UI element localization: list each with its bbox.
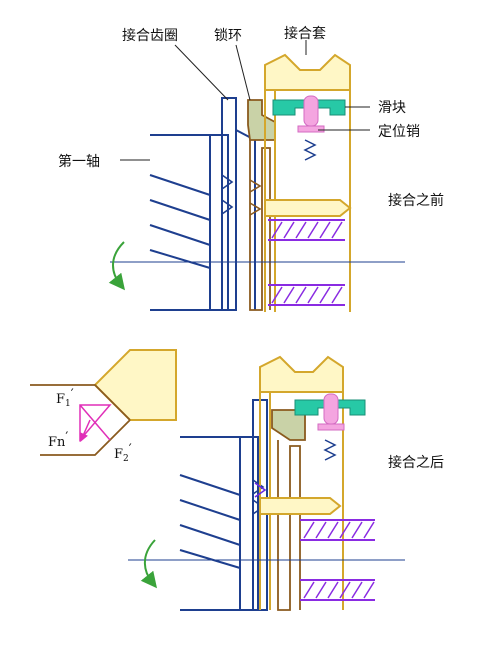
- label-after: 接合之后: [388, 454, 444, 471]
- first-shaft: [150, 134, 229, 311]
- tooth-wedge: [93, 349, 177, 421]
- first-shaft-after: [180, 436, 259, 611]
- label-first-shaft: 第一轴: [58, 153, 100, 170]
- shaft-splines-after: [179, 474, 241, 569]
- label-fn: Fn′: [48, 430, 68, 450]
- spring: [303, 139, 317, 161]
- engagement-sleeve: [264, 53, 351, 91]
- lock-ring-body: [249, 140, 271, 311]
- label-locating-pin: 定位销: [378, 124, 420, 140]
- label-lock-ring: 锁环: [214, 28, 242, 44]
- label-f2: F2′: [114, 442, 132, 464]
- locating-pin-base-after: [317, 423, 345, 431]
- rotation-arrow-icon: [108, 241, 125, 291]
- sleeve-spline-hatch-after: [300, 519, 375, 601]
- rotation-arrow-after-icon: [140, 539, 157, 589]
- lock-ring-body-after: [277, 440, 301, 611]
- label-ring-gear: 接合齿圈: [122, 27, 178, 44]
- ring-gear: [221, 97, 237, 311]
- label-f1: F1′: [56, 387, 74, 409]
- ring-gear-teeth: [221, 174, 234, 215]
- label-slider: 滑块: [378, 99, 406, 116]
- ring-gear-tooth-tip: [254, 482, 267, 498]
- before-view: [108, 53, 405, 312]
- key-bar-after: [259, 497, 342, 515]
- leader-lines: [120, 40, 370, 161]
- locating-pin-base: [297, 125, 325, 133]
- label-sleeve: 接合套: [284, 25, 326, 42]
- lock-ring-teeth: [249, 179, 262, 216]
- label-before: 接合之前: [388, 192, 444, 209]
- after-view: [128, 355, 405, 611]
- key-bar: [264, 199, 352, 217]
- shaft-splines: [149, 174, 211, 269]
- sleeve-spline-hatch: [268, 219, 345, 306]
- force-diagram: [30, 349, 177, 456]
- ring-gear-after: [252, 399, 268, 611]
- spring-after: [323, 439, 337, 461]
- fn-arrow: [79, 419, 91, 443]
- mating-tooth: [30, 384, 131, 456]
- force-triangle: [79, 404, 112, 443]
- engagement-sleeve-after: [259, 355, 344, 393]
